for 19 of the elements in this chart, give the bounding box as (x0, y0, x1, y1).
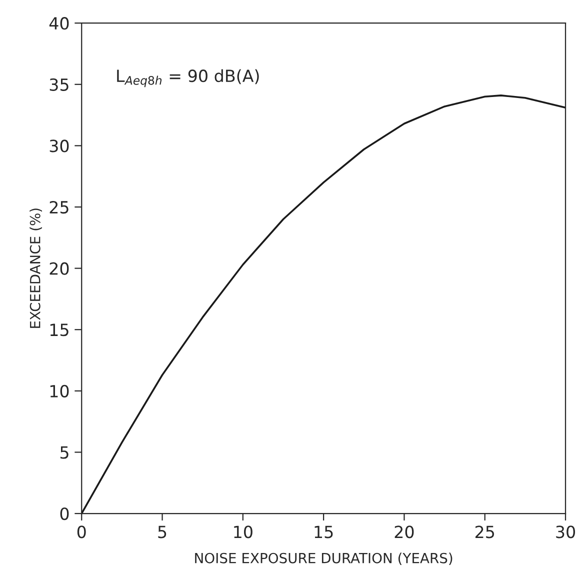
y-tick-label: 35 (50, 78, 68, 91)
y-tick-label: 30 (50, 140, 69, 152)
y-tick-label: 10 (50, 384, 69, 398)
x-tick-label: 25 (475, 526, 494, 538)
y-axis-title: EXCEEDANCE (%) (30, 208, 42, 328)
y-tick-label: 40 (49, 17, 69, 30)
x-tick-label: 0 (77, 526, 86, 538)
x-tick-label: 5 (158, 526, 166, 538)
x-tick-label: 10 (234, 526, 252, 538)
annotation: L$_{Aeq8h}$ = 90 dB(A) (117, 69, 259, 88)
x-tick-label: 20 (394, 526, 414, 538)
x-tick-label: 30 (556, 526, 576, 538)
y-tick-label: 25 (50, 200, 68, 214)
y-tick-label: 5 (60, 446, 68, 459)
y-tick-label: 20 (50, 262, 69, 275)
x-tick-label: 15 (314, 526, 333, 538)
x-axis-title: NOISE EXPOSURE DURATION (YEARS) (195, 552, 452, 565)
y-tick-label: 15 (50, 324, 68, 336)
y-tick-label: 0 (60, 507, 69, 520)
